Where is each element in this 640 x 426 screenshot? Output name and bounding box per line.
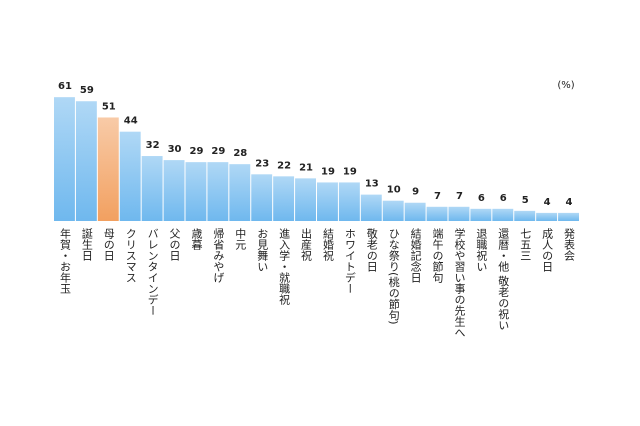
category-label: 退職祝い — [475, 228, 488, 272]
category-label: バレンタインデー — [146, 228, 159, 316]
bar — [119, 131, 141, 221]
category-label: 母の日 — [102, 228, 115, 261]
category-label: 結婚祝 — [321, 227, 334, 262]
bar — [382, 200, 404, 221]
bar — [185, 162, 207, 221]
category-label: 中元 — [234, 228, 247, 250]
bar — [404, 202, 426, 221]
bar — [207, 162, 229, 221]
bar — [360, 194, 382, 221]
bar — [229, 164, 251, 221]
value-label: 21 — [299, 162, 313, 173]
category-label: 父の日 — [168, 228, 181, 261]
value-label: 5 — [522, 195, 529, 206]
category-label: 成人の日 — [541, 228, 554, 272]
bar — [141, 156, 163, 221]
value-label: 7 — [456, 191, 463, 202]
value-label: 10 — [387, 185, 401, 196]
value-label: 23 — [255, 158, 269, 169]
category-label: 敬老の日 — [365, 228, 378, 272]
category-label: 学校や習い事の先生へ — [453, 227, 466, 338]
bar — [317, 182, 338, 221]
value-label: 61 — [58, 81, 72, 92]
category-label: クリスマス — [124, 228, 137, 283]
category-label: お見舞い — [256, 228, 269, 272]
category-label: 端午の節句 — [431, 228, 444, 284]
bar — [492, 208, 514, 221]
value-label: 59 — [80, 85, 94, 96]
value-label: 32 — [146, 140, 160, 151]
bar — [514, 210, 536, 221]
value-label: 51 — [102, 101, 116, 112]
category-label: 誕生日 — [80, 228, 93, 261]
value-label: 44 — [124, 116, 138, 127]
category-label: 年賀・お年玉 — [58, 227, 71, 294]
bar — [97, 117, 119, 221]
bar — [448, 206, 470, 221]
bar — [295, 178, 316, 221]
value-label: 30 — [168, 144, 182, 155]
unit-label: (%) — [557, 80, 574, 91]
value-label: 19 — [321, 166, 335, 177]
bar — [338, 182, 360, 221]
category-label: ひな祭り(桃の節句) — [387, 228, 400, 325]
category-label: 結婚記念日 — [409, 227, 422, 283]
value-label: 6 — [478, 193, 485, 204]
value-label: 6 — [500, 193, 507, 204]
bar — [558, 212, 579, 221]
bar — [163, 160, 185, 221]
bar — [536, 212, 558, 221]
value-label: 29 — [211, 146, 225, 157]
category-label: ホワイトデー — [343, 228, 356, 294]
category-label: 還暦・他 敬老の祝い — [497, 228, 510, 331]
bar — [470, 208, 492, 221]
bar — [426, 206, 448, 221]
category-label: 発表会 — [563, 227, 576, 261]
value-label: 9 — [412, 187, 419, 198]
bar — [54, 97, 75, 221]
category-label: 進入学・就職祝 — [278, 228, 291, 306]
value-label: 22 — [277, 160, 291, 171]
value-label: 13 — [365, 179, 379, 190]
bar — [251, 174, 273, 221]
value-label: 28 — [233, 148, 247, 159]
category-label: 帰省みやげ — [212, 228, 225, 283]
value-label: 4 — [544, 197, 551, 208]
value-label: 29 — [189, 146, 203, 157]
category-label: 出産祝 — [300, 227, 313, 262]
bar — [75, 101, 97, 221]
category-label: 七五三 — [519, 228, 532, 261]
bar — [273, 176, 295, 221]
value-label: 19 — [343, 166, 357, 177]
value-label: 7 — [434, 191, 441, 202]
value-label: 4 — [566, 197, 573, 208]
category-label: 歳暮 — [190, 228, 203, 250]
